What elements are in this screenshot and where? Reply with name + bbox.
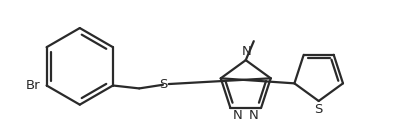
Text: N: N bbox=[233, 109, 243, 122]
Text: S: S bbox=[314, 103, 323, 116]
Text: N: N bbox=[242, 45, 252, 58]
Text: N: N bbox=[248, 109, 258, 122]
Text: S: S bbox=[159, 78, 167, 91]
Text: Br: Br bbox=[26, 79, 40, 92]
